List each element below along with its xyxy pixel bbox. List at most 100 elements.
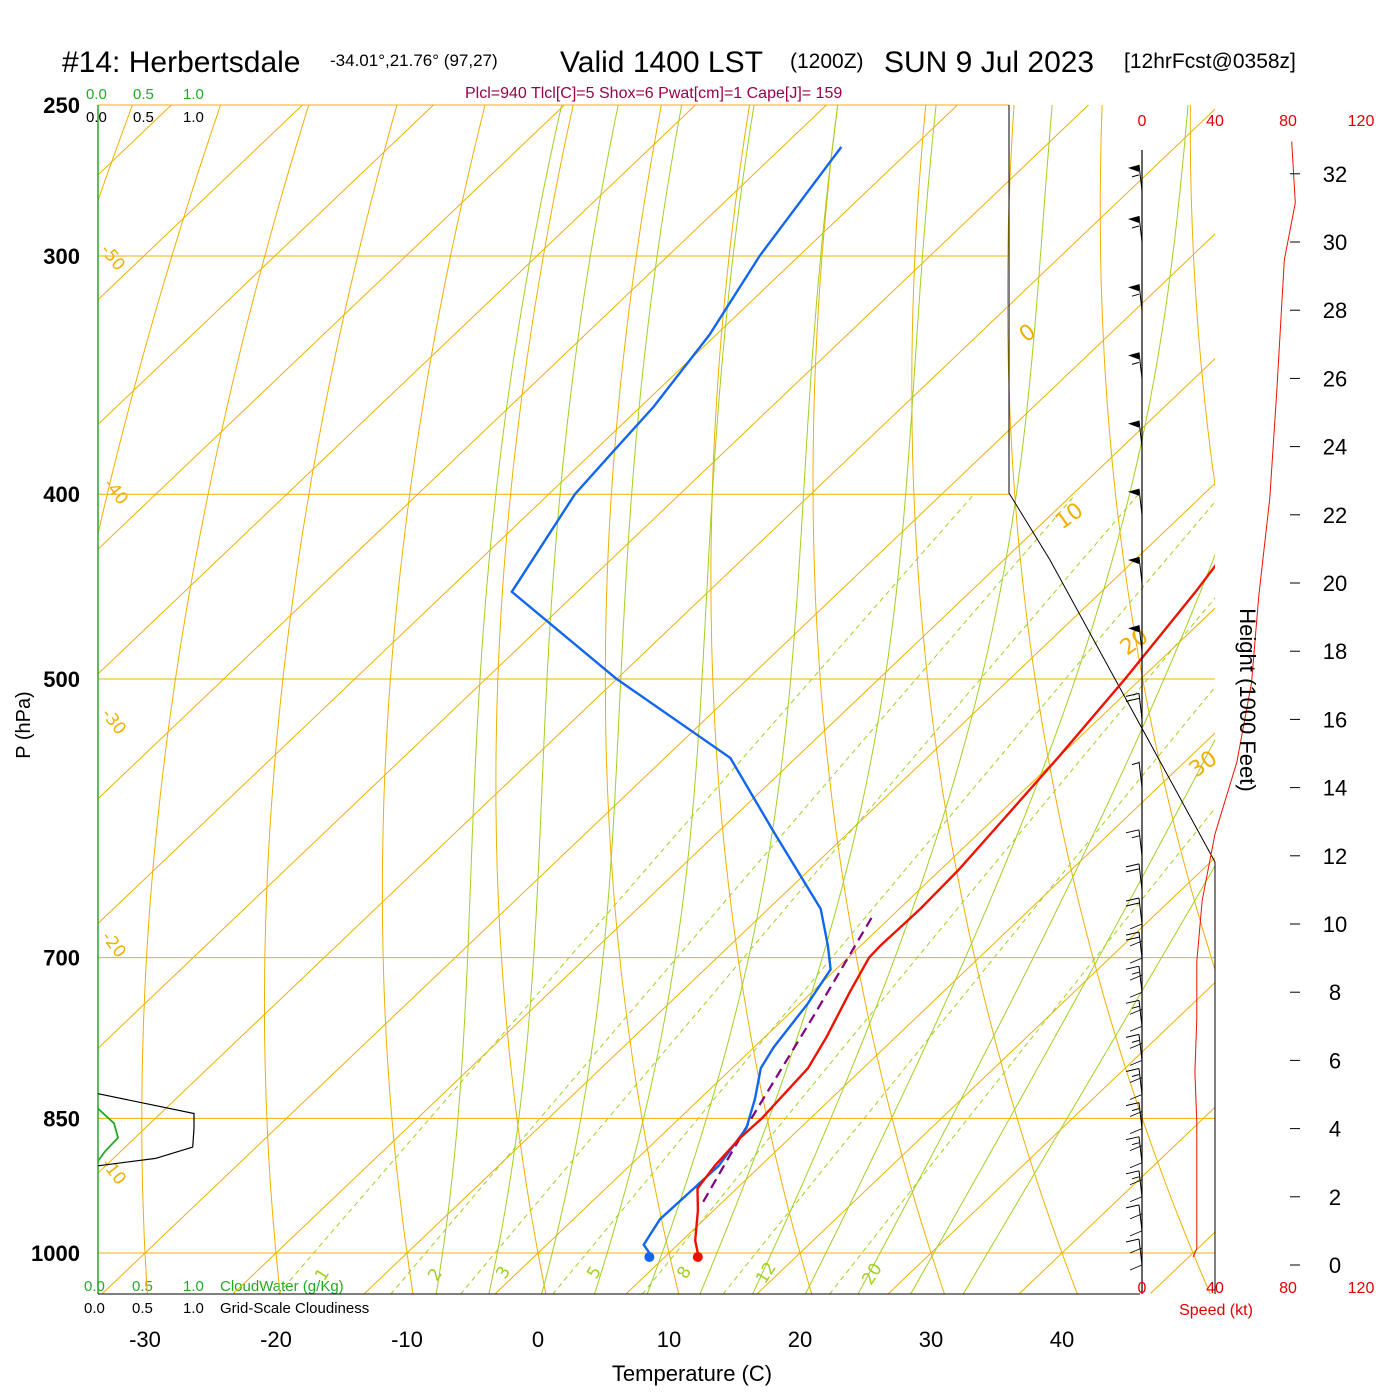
barb-half xyxy=(1131,1039,1140,1043)
height-tick-label: 30 xyxy=(1323,230,1347,255)
moist-adiabat-line xyxy=(541,105,683,1294)
dry-adiabat-line xyxy=(1365,71,1400,1301)
barb-staff xyxy=(1138,284,1143,311)
mixing-ratio-label: 12 xyxy=(752,1259,780,1288)
cl-tick: 0.5 xyxy=(132,1300,153,1317)
height-tick-label: 22 xyxy=(1323,503,1347,528)
moist-adiabat-line xyxy=(962,864,1215,1294)
wind-barb xyxy=(1128,352,1143,379)
dry-adiabat-line xyxy=(911,105,1078,1294)
barb-feather xyxy=(1129,1128,1143,1134)
cloudwater-label: CloudWater (g/Kg) xyxy=(220,1278,344,1295)
wind-barb xyxy=(1125,1102,1143,1129)
mixing-ratio-label: 3 xyxy=(492,1263,515,1283)
x-tick-label: 40 xyxy=(1050,1327,1074,1352)
barb-pennant xyxy=(1128,216,1139,223)
height-tick-label: 4 xyxy=(1329,1117,1341,1142)
barb-half xyxy=(1131,1142,1140,1146)
moist-adiabat-line xyxy=(646,105,839,1294)
title-date: SUN 9 Jul 2023 xyxy=(884,46,1094,79)
isotherm-label: 10 xyxy=(1051,498,1088,535)
wind-barb xyxy=(1125,931,1143,959)
barb-half xyxy=(1131,1176,1140,1180)
barb-full xyxy=(1125,1136,1140,1141)
x-tick-label: 10 xyxy=(657,1327,681,1352)
wind-barb xyxy=(1125,1238,1143,1266)
dry-adiabat-line xyxy=(1189,105,1215,488)
barb-staff xyxy=(1138,863,1143,890)
subtitle-indices: Plcl=940 Tlcl[C]=5 Shox=6 Pwat[cm]=1 Cap… xyxy=(465,85,842,102)
pressure-tick-label: 1000 xyxy=(31,1241,80,1266)
wind-barb xyxy=(1128,164,1143,191)
dry-adiabat-line xyxy=(812,105,946,1294)
barb-full xyxy=(1125,868,1140,873)
wind-barb xyxy=(1125,999,1143,1027)
dry-adiabat-line xyxy=(1007,105,1211,1294)
barb-feather xyxy=(1129,1077,1143,1083)
height-tick-label: 18 xyxy=(1323,639,1347,664)
moist-adiabat-line xyxy=(488,105,619,1294)
cl-tick: 0.0 xyxy=(86,109,107,126)
isotherm-label: -50 xyxy=(96,241,129,275)
wind-barb xyxy=(1125,863,1143,890)
barb-full xyxy=(1125,897,1140,902)
height-axis-title: Height (1000 Feet) xyxy=(1235,608,1260,791)
barb-feather xyxy=(1129,1196,1143,1203)
barb-staff xyxy=(1138,693,1143,720)
barb-staff xyxy=(1138,1136,1143,1163)
barb-pennant xyxy=(1128,420,1139,428)
mixing-ratio-label: 20 xyxy=(858,1260,886,1289)
cw-tick: 0.5 xyxy=(132,1278,153,1295)
barb-feather xyxy=(1129,1094,1143,1100)
sounding-profiles xyxy=(510,146,1215,1262)
barb-half xyxy=(1131,1074,1140,1077)
mixing-ratio-line xyxy=(722,686,1215,1294)
height-tick-label: 10 xyxy=(1323,912,1347,937)
barb-full xyxy=(1125,1170,1140,1175)
barb-half xyxy=(1131,174,1140,178)
isotherm-line xyxy=(888,981,1215,1294)
height-tick-label: 20 xyxy=(1323,571,1347,596)
isotherm-line xyxy=(98,105,828,800)
dewpoint-profile xyxy=(510,146,843,1254)
wind-barb xyxy=(1128,556,1143,584)
title-utc: (1200Z) xyxy=(790,50,864,73)
barb-pennant xyxy=(1128,488,1139,496)
speed-tick-top: 40 xyxy=(1206,113,1224,130)
x-tick-label: -20 xyxy=(260,1327,292,1352)
barb-feather xyxy=(1129,1042,1143,1049)
dry-adiabat-line xyxy=(1099,105,1215,972)
speed-tick-top: 0 xyxy=(1138,113,1147,130)
isotherm-line xyxy=(98,105,304,301)
moist-adiabat-line xyxy=(910,738,1215,1294)
isotherm-line xyxy=(102,233,1215,1294)
height-tick-label: 28 xyxy=(1323,298,1347,323)
title-forecast: [12hrFcst@0358z] xyxy=(1124,50,1296,73)
height-tick-label: 0 xyxy=(1329,1253,1341,1278)
barb-feather xyxy=(1129,1162,1143,1169)
isotherm-line xyxy=(364,482,1215,1294)
speed-tick-bottom: 120 xyxy=(1348,1280,1375,1297)
speed-axis-title: Speed (kt) xyxy=(1179,1302,1253,1319)
barb-full xyxy=(1125,999,1140,1004)
wind-barb xyxy=(1125,1136,1143,1163)
mixing-ratio-line xyxy=(641,597,1215,1294)
barb-half xyxy=(1131,835,1140,839)
x-tick-label: -10 xyxy=(391,1327,423,1352)
moist-adiabat-line xyxy=(699,105,937,1294)
mixing-ratio-line xyxy=(460,493,1139,1294)
cw-tick: 1.0 xyxy=(183,86,204,103)
barb-half xyxy=(1131,225,1140,229)
isotherm-label: -20 xyxy=(97,928,130,962)
cl-tick: 1.0 xyxy=(183,109,204,126)
isotherm-line xyxy=(98,105,959,925)
barb-half xyxy=(1131,361,1140,365)
barb-full xyxy=(1125,965,1140,970)
barb-half xyxy=(1131,1005,1140,1009)
title-valid: Valid 1400 LST xyxy=(560,46,763,79)
barb-staff xyxy=(1138,1000,1143,1027)
barb-pennant xyxy=(1128,164,1139,172)
wind-barb xyxy=(1125,692,1143,720)
speed-tick-top: 80 xyxy=(1279,113,1297,130)
